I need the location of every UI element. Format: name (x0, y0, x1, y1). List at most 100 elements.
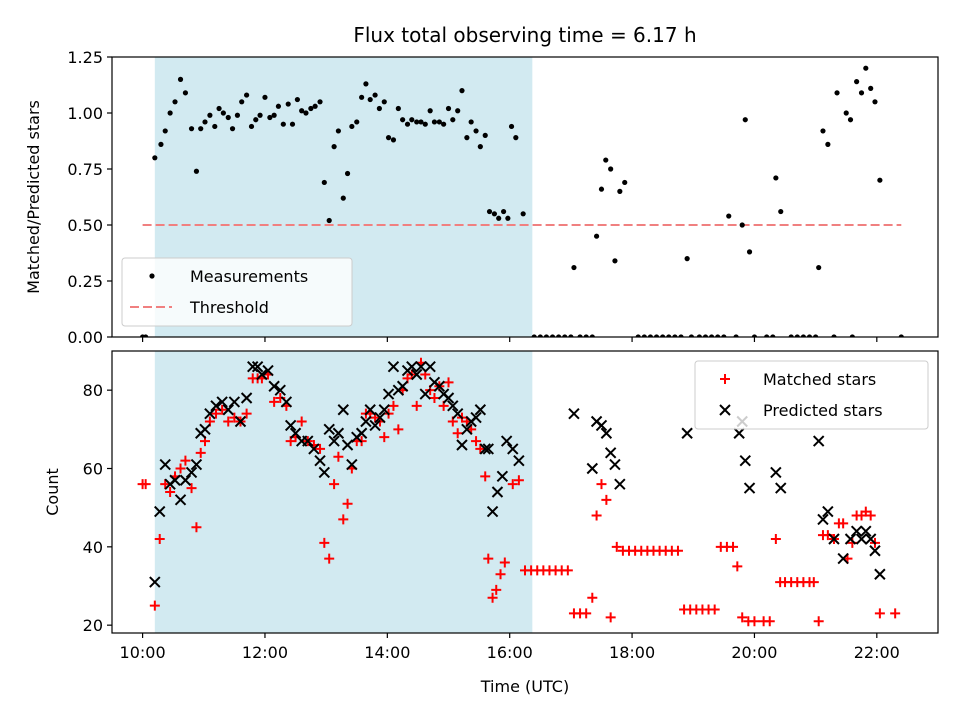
measurement-point (647, 334, 654, 337)
measurement-point (207, 112, 213, 118)
matched-point (581, 608, 592, 619)
matched-point (269, 396, 280, 407)
x-tick-label: 12:00 (242, 643, 288, 662)
measurement-point (788, 334, 794, 337)
matched-point (319, 537, 330, 548)
data-points (137, 357, 901, 627)
matched-point (296, 416, 307, 427)
predicted-point (743, 482, 756, 494)
bottom-panel: 20 40 60 80 10:00 12:00 14:00 16:00 18:00 20:00 22… (43, 350, 939, 662)
predicted-point (323, 423, 335, 436)
measurement-point (400, 117, 406, 123)
chart-title: Flux total observing time = 6.17 h (353, 23, 696, 47)
measurement-point (688, 334, 695, 337)
predicted-point (837, 552, 849, 565)
measurement-point (253, 117, 259, 123)
predicted-point (328, 435, 340, 447)
y-tick-label: 20 (83, 616, 103, 635)
top-panel: 0.00 0.25 0.50 0.75 1.00 1.25 Matched/Predicte… (24, 48, 939, 347)
predicted-point (507, 443, 519, 455)
matched-point (186, 483, 197, 494)
measurement-point (593, 233, 600, 239)
measurement-point (726, 213, 732, 219)
matched-point (411, 400, 422, 411)
measurement-point (770, 334, 776, 337)
x-tick-label: 10:00 (120, 643, 166, 662)
axes-frame (111, 56, 939, 338)
measurement-point (641, 334, 647, 337)
x-tick-label: 18:00 (609, 643, 655, 662)
measurement-point (427, 108, 433, 114)
predicted-point (586, 462, 599, 475)
matched-point (379, 432, 390, 443)
matched-point (333, 451, 344, 462)
measurement-point (537, 334, 543, 337)
measurement-point (172, 99, 178, 105)
measurement-point (612, 258, 618, 264)
predicted-point (456, 439, 468, 451)
measurement-point (459, 88, 465, 94)
measurement-point (715, 334, 721, 337)
predicted-point (479, 443, 491, 455)
predicted-point (289, 427, 302, 439)
y-tick-label: 1.00 (67, 104, 103, 123)
predicted-point (337, 404, 349, 416)
predicted-point (364, 404, 376, 416)
measurement-point (543, 334, 550, 337)
predicted-point (775, 482, 787, 494)
predicted-point (406, 360, 418, 373)
measurement-point (764, 334, 770, 337)
measurement-point (299, 108, 305, 114)
measurement-point (877, 177, 883, 183)
matched-point (808, 577, 819, 588)
matched-point (338, 514, 349, 525)
matched-point (475, 443, 486, 454)
predicted-point (199, 423, 211, 436)
matched-point (596, 479, 607, 490)
measurement-point (321, 179, 327, 186)
data-points (139, 65, 904, 337)
predicted-point (159, 458, 171, 471)
matched-point (211, 408, 222, 419)
measurement-point (746, 249, 753, 255)
measurement-point (742, 117, 748, 123)
matched-point (315, 443, 326, 454)
predicted-point (169, 474, 181, 486)
y-axis-label: Matched/Predicted stars (24, 100, 43, 294)
measurement-point (608, 166, 614, 172)
measurement-point (622, 179, 628, 186)
measurement-point (331, 144, 337, 150)
predicted-point (382, 388, 395, 400)
matched-point (499, 557, 510, 568)
measurement-point (285, 101, 291, 107)
legend-box (121, 257, 353, 327)
measurement-point (372, 92, 378, 98)
matched-point (140, 479, 151, 490)
matched-point (160, 479, 171, 490)
measurement-point (216, 105, 222, 112)
predicted-point (332, 427, 345, 439)
predicted-point (378, 404, 390, 416)
measurement-point (167, 110, 173, 116)
predicted-point (482, 443, 494, 455)
measurement-point (847, 117, 854, 123)
x-tick-label: 20:00 (731, 643, 777, 662)
predicted-point (817, 513, 829, 526)
measurement-point (834, 90, 840, 96)
measurement-point (473, 128, 479, 134)
legend-predicted-marker (719, 404, 731, 416)
observing-window-shade (154, 351, 533, 633)
measurement-point (820, 128, 826, 134)
predicted-point (609, 458, 621, 471)
predicted-point (355, 427, 368, 439)
matched-point (591, 510, 602, 521)
measurement-point (500, 208, 507, 215)
predicted-point (369, 419, 381, 432)
measurement-point (477, 144, 483, 150)
predicted-point (461, 423, 473, 436)
y-tick-label: 0.75 (67, 160, 103, 179)
measurement-point (248, 123, 255, 130)
predicted-point (360, 415, 372, 428)
predicted-point (387, 360, 400, 373)
matched-point (483, 553, 494, 564)
